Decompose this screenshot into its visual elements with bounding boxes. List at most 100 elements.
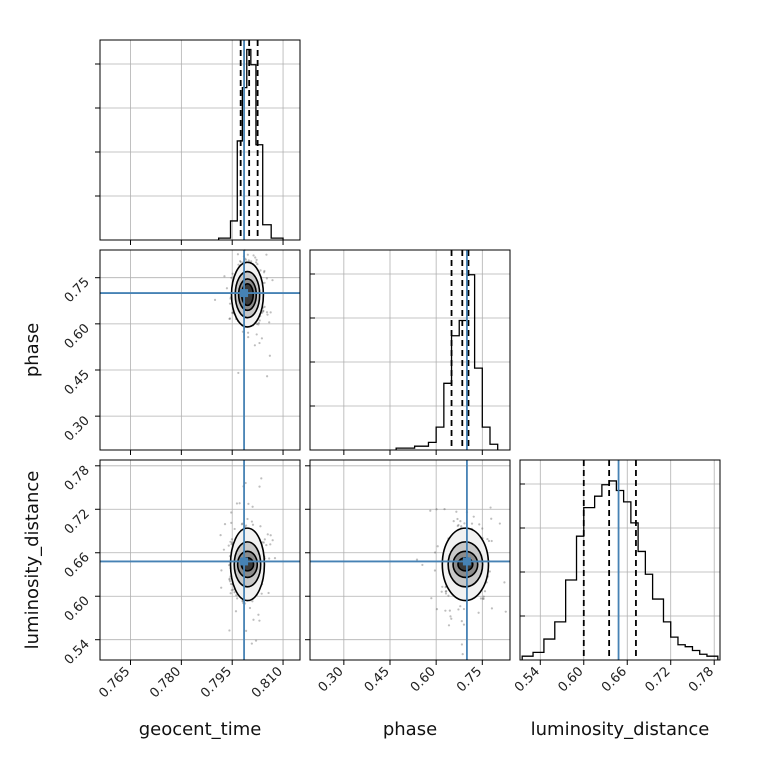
panel-frame	[309, 459, 511, 661]
sample-point	[230, 511, 233, 514]
sample-point	[227, 544, 230, 547]
x-tick-label: 0.780	[147, 664, 184, 701]
sample-point	[472, 515, 475, 518]
sample-point	[444, 590, 447, 593]
sample-point	[435, 508, 438, 511]
sample-point	[456, 517, 459, 521]
sample-point	[259, 525, 262, 528]
sample-point	[268, 354, 271, 357]
sample-point	[251, 505, 254, 508]
sample-point	[257, 321, 260, 325]
sample-point	[479, 597, 483, 600]
sample-point	[462, 623, 466, 626]
sample-point	[481, 597, 485, 600]
sample-point	[213, 298, 217, 302]
sample-point	[237, 263, 240, 266]
sample-point	[263, 538, 266, 541]
sample-point	[457, 608, 460, 611]
sample-point	[262, 541, 265, 544]
sample-point	[254, 256, 257, 259]
panel-frame	[99, 249, 301, 451]
sample-point	[255, 258, 258, 262]
sample-point	[455, 510, 458, 513]
x-tick-label: 0.54	[512, 664, 543, 695]
y-tick-label: 0.72	[62, 506, 93, 537]
sample-point	[263, 281, 266, 284]
sample-point	[255, 261, 258, 264]
histogram-panel-phase	[309, 249, 511, 455]
sample-point	[222, 548, 226, 551]
sample-point	[258, 619, 261, 622]
sample-point	[253, 344, 256, 347]
truth-marker	[240, 557, 249, 566]
sample-point	[452, 520, 455, 523]
sample-point	[232, 588, 235, 591]
sample-point	[447, 624, 451, 627]
sample-point	[443, 508, 446, 511]
x-tick-label: 0.60	[556, 664, 587, 695]
sample-point	[262, 271, 266, 274]
sample-point	[265, 311, 269, 314]
sample-point	[429, 509, 432, 512]
sample-point	[260, 592, 263, 595]
sample-point	[250, 260, 253, 263]
sample-point	[490, 539, 493, 543]
panel-frame	[99, 459, 301, 661]
sample-point	[228, 317, 231, 320]
sample-point	[462, 607, 466, 611]
sample-point	[447, 594, 450, 597]
sample-point	[459, 605, 462, 608]
truth-marker	[462, 557, 471, 566]
sample-point	[477, 611, 480, 614]
sample-point	[263, 269, 266, 273]
sample-point	[260, 477, 263, 480]
y-axis-label: luminosity_distance	[22, 471, 43, 650]
sample-point	[450, 617, 453, 620]
sample-point	[228, 629, 231, 632]
sample-point	[487, 539, 491, 543]
sample-point	[498, 522, 501, 525]
sample-point	[245, 629, 248, 632]
y-axis-label: phase	[22, 323, 43, 377]
sample-point	[234, 610, 238, 613]
sample-point	[504, 610, 507, 613]
x-tick-label: 0.72	[642, 664, 673, 695]
sample-point	[265, 543, 268, 547]
sample-point	[262, 309, 265, 312]
y-tick-label: 0.60	[62, 593, 93, 624]
sample-point	[448, 609, 451, 612]
sample-point	[245, 524, 248, 527]
sample-point	[259, 269, 262, 272]
sample-point	[247, 259, 250, 262]
sample-point	[239, 260, 242, 264]
sample-point	[421, 563, 424, 567]
x-tick-label: 0.78	[686, 664, 717, 695]
sample-point	[265, 375, 269, 378]
sample-point	[483, 590, 487, 593]
sample-point	[266, 313, 269, 316]
sample-point	[266, 533, 269, 536]
sample-point	[445, 590, 448, 593]
histogram-panel-luminosity_distance: 0.54 0.60 0.66 0.72 0.78	[512, 459, 721, 695]
x-axis-label: geocent_time	[139, 719, 262, 740]
sample-point	[233, 591, 236, 594]
sample-point	[271, 539, 274, 542]
sample-point	[228, 317, 232, 320]
sample-point	[250, 642, 253, 645]
sample-point	[262, 310, 265, 313]
histogram-line	[395, 274, 499, 450]
sample-point	[460, 643, 464, 646]
sample-point	[223, 275, 226, 278]
sample-point	[247, 502, 250, 505]
sample-point	[230, 521, 233, 524]
sample-point	[220, 586, 223, 589]
histogram-panel-geocent_time	[95, 39, 301, 245]
sample-point	[265, 253, 268, 256]
sample-point	[258, 485, 261, 488]
sample-point	[435, 608, 439, 611]
sample-point	[273, 557, 277, 560]
panel-frame	[99, 39, 301, 241]
scatter-panel-geocent_time-vs-phase: 0.30 0.45 0.60 0.75	[62, 249, 301, 455]
sample-point	[225, 287, 229, 290]
sample-point	[241, 600, 244, 603]
